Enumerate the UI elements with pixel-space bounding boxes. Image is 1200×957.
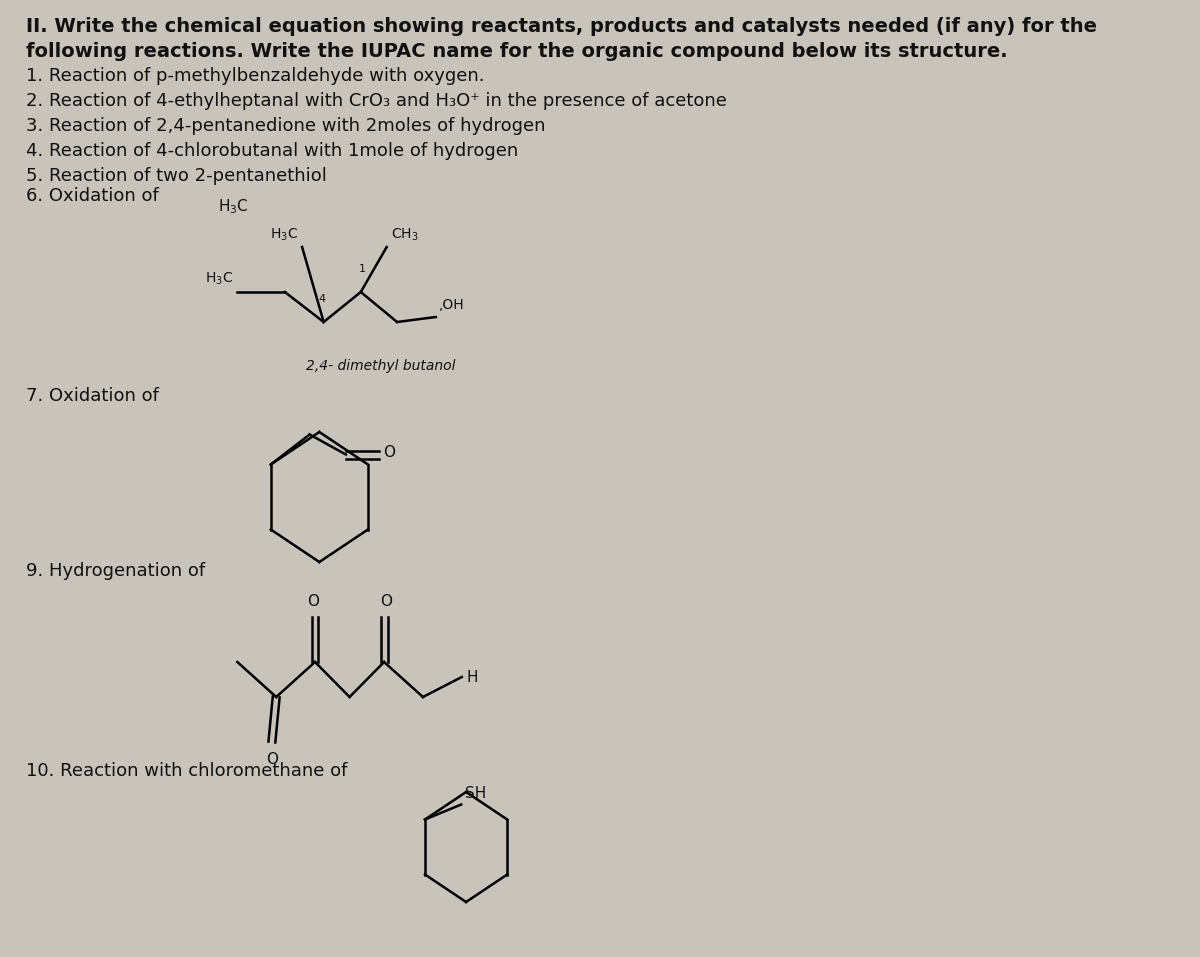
Text: following reactions. Write the IUPAC name for the organic compound below its str: following reactions. Write the IUPAC nam… bbox=[26, 42, 1008, 61]
Text: 1: 1 bbox=[359, 264, 366, 274]
Text: H$_3$C: H$_3$C bbox=[270, 227, 298, 243]
Text: O: O bbox=[266, 752, 278, 767]
Text: 10. Reaction with chloromethane of: 10. Reaction with chloromethane of bbox=[26, 762, 347, 780]
Text: 5. Reaction of two 2-pentanethiol: 5. Reaction of two 2-pentanethiol bbox=[26, 167, 326, 185]
Text: O: O bbox=[380, 594, 392, 609]
Text: 4. Reaction of 4-chlorobutanal with 1mole of hydrogen: 4. Reaction of 4-chlorobutanal with 1mol… bbox=[26, 142, 518, 160]
Text: 2,4- dimethyl butanol: 2,4- dimethyl butanol bbox=[306, 359, 456, 373]
Text: SH: SH bbox=[464, 787, 486, 802]
Text: H$_3$C: H$_3$C bbox=[205, 271, 233, 287]
Text: H$_3$C: H$_3$C bbox=[217, 197, 248, 215]
Text: 4: 4 bbox=[318, 294, 325, 304]
Text: CH$_3$: CH$_3$ bbox=[391, 227, 419, 243]
Text: 2. Reaction of 4-ethylheptanal with CrO₃ and H₃O⁺ in the presence of acetone: 2. Reaction of 4-ethylheptanal with CrO₃… bbox=[26, 92, 727, 110]
Text: O: O bbox=[383, 445, 395, 460]
Text: 1. Reaction of p-methylbenzaldehyde with oxygen.: 1. Reaction of p-methylbenzaldehyde with… bbox=[26, 67, 485, 85]
Text: II. Write the chemical equation showing reactants, products and catalysts needed: II. Write the chemical equation showing … bbox=[26, 17, 1097, 36]
Text: 9. Hydrogenation of: 9. Hydrogenation of bbox=[26, 562, 205, 580]
Text: O: O bbox=[307, 594, 319, 609]
Text: ,OH: ,OH bbox=[438, 298, 464, 312]
Text: 6. Oxidation of: 6. Oxidation of bbox=[26, 187, 164, 205]
Text: 7. Oxidation of: 7. Oxidation of bbox=[26, 387, 158, 405]
Text: 3. Reaction of 2,4-pentanedione with 2moles of hydrogen: 3. Reaction of 2,4-pentanedione with 2mo… bbox=[26, 117, 545, 135]
Text: H: H bbox=[466, 670, 478, 684]
